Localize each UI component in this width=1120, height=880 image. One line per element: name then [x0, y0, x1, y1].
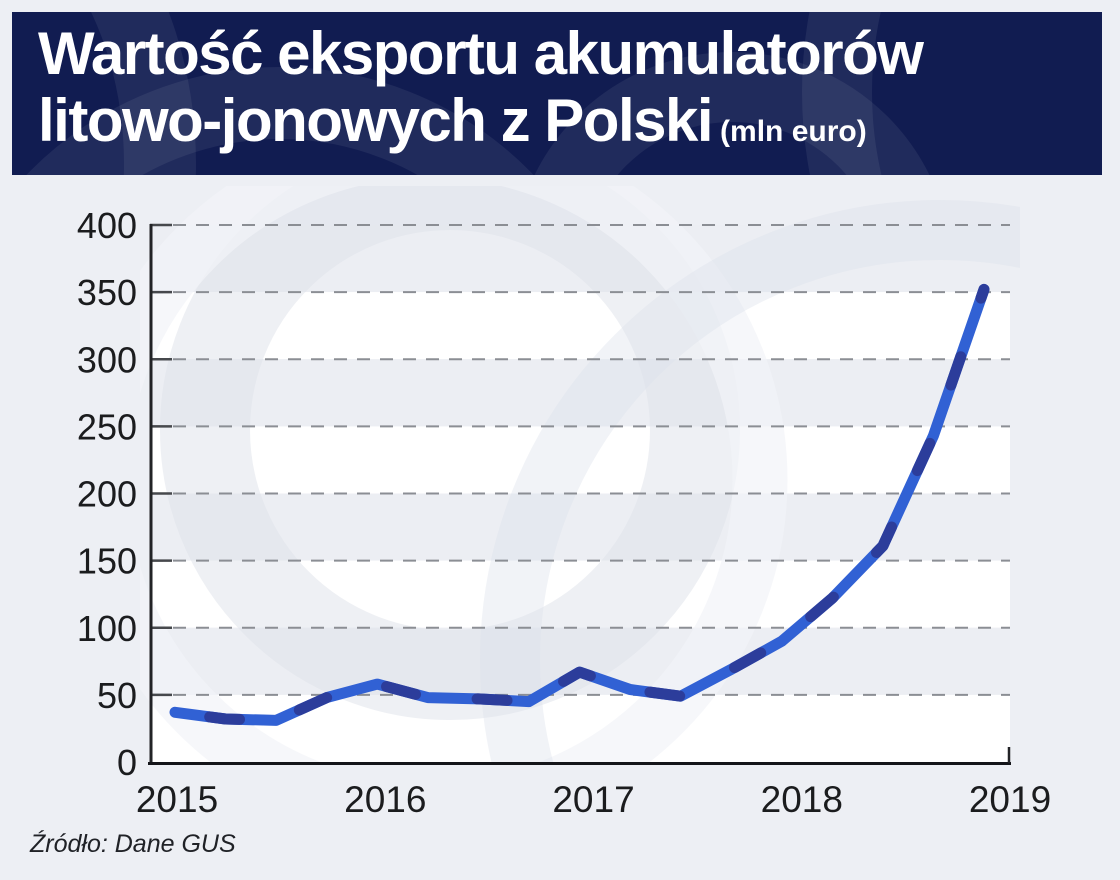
y-tick-label: 0 [117, 742, 137, 783]
header-banner: Wartość eksportu akumulatorów litowo-jono… [12, 12, 1102, 175]
x-tick-label: 2019 [969, 779, 1051, 820]
y-tick-label: 150 [77, 541, 137, 582]
y-tick-label: 200 [77, 474, 137, 515]
title-line-1: Wartość eksportu akumulatorów [38, 20, 924, 87]
y-tick-label: 50 [97, 675, 137, 716]
y-tick-label: 400 [77, 205, 137, 246]
watermark-ring-icon [480, 200, 1020, 764]
x-tick-label: 2018 [761, 779, 843, 820]
chart-title: Wartość eksportu akumulatorów litowo-jono… [38, 20, 924, 165]
x-tick-label: 2015 [136, 779, 218, 820]
decorative-ring [802, 12, 1102, 175]
x-axis-labels: 2015 2016 2017 2018 2019 [136, 779, 1051, 820]
gridlines [150, 223, 1010, 697]
y-tick-label: 350 [77, 272, 137, 313]
plot-band [150, 493, 1010, 561]
y-tick-label: 250 [77, 406, 137, 447]
data-line-dash-overlay [169, 283, 990, 726]
watermark-logo [140, 186, 1020, 764]
source-note: Źródło: Dane GUS [30, 830, 236, 858]
y-tick-label: 300 [77, 339, 137, 380]
plot-band [150, 359, 1010, 427]
plot-band [150, 426, 1010, 494]
title-line-2: litowo-jonowych z Polski [38, 87, 714, 154]
x-tick-label: 2017 [552, 779, 634, 820]
axes [148, 224, 1011, 765]
y-axis-labels: 400 350 300 250 200 150 100 50 0 [77, 205, 137, 783]
watermark-ring-icon [140, 186, 788, 764]
title-unit: (mln euro) [720, 115, 867, 148]
x-tick-label: 2016 [344, 779, 426, 820]
y-tick-label: 100 [77, 608, 137, 649]
watermark-ring-icon [160, 186, 740, 720]
